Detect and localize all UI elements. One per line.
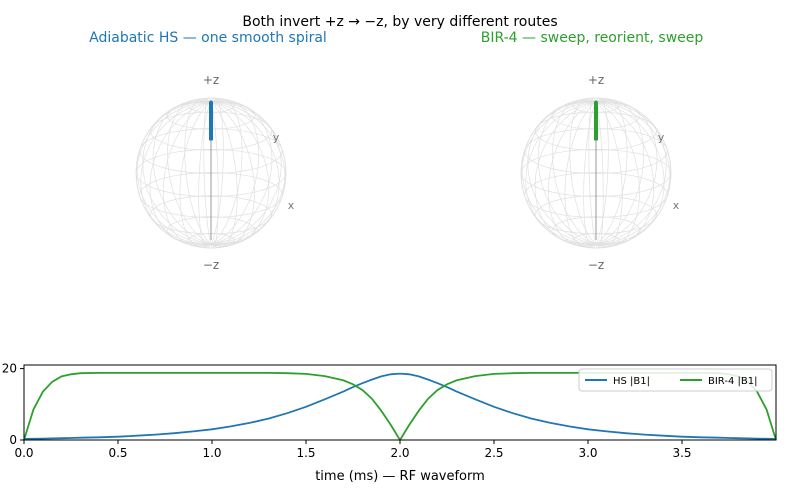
x-tick-label: 1.5: [296, 446, 315, 460]
bir4-x-label: x: [673, 199, 680, 212]
trajectory-start-point: [209, 100, 213, 105]
rf-x-axis-label: time (ms) — RF waveform: [315, 469, 485, 484]
series-line-hs: [23, 372, 777, 440]
figure-suptitle: Both invert +z → −z, by very different r…: [242, 14, 557, 30]
legend-label-bir4: BIR-4 |B1|: [708, 376, 757, 387]
bir4-sphere-wireframe: [520, 97, 672, 249]
x-tick-label: 2.5: [484, 446, 503, 460]
x-tick-label: 0.5: [108, 446, 127, 460]
x-tick-label: 1.0: [202, 446, 221, 460]
x-tick-label: 3.0: [578, 446, 597, 460]
bir4-minus-z-label: −z: [588, 258, 604, 272]
rf-waveform-chart: 0.0 0.5 1.0 1.5 2.0 2.5 3.0 3.5 0 20 time (ms) —…: [2, 362, 777, 484]
x-tick-label: 3.5: [672, 446, 691, 460]
rf-legend: HS |B1| BIR-4 |B1|: [578, 368, 773, 392]
legend-box: [578, 368, 773, 392]
hs-minus-z-label: −z: [203, 258, 219, 272]
hs-y-label: y: [273, 131, 280, 144]
bir4-panel-title: BIR-4 — sweep, reorient, sweep: [481, 30, 704, 46]
hs-trajectory: [209, 100, 213, 141]
bloch-sphere-hs: Adiabatic HS — one smooth spiral +z −z x…: [89, 30, 327, 272]
hs-x-label: x: [288, 199, 295, 212]
bloch-sphere-bir4: BIR-4 — sweep, reorient, sweep +z −z x y: [481, 30, 704, 272]
legend-label-hs: HS |B1|: [613, 376, 650, 387]
y-tick-label: 0: [9, 433, 17, 447]
hs-sphere-wireframe: [135, 97, 287, 249]
sphere-meridian: [162, 99, 260, 247]
hs-panel-title: Adiabatic HS — one smooth spiral: [89, 30, 327, 46]
x-tick-label: 2.0: [390, 446, 409, 460]
bir4-y-label: y: [658, 131, 665, 144]
rf-y-ticks: 0 20: [2, 362, 24, 447]
trajectory-start-point: [594, 100, 598, 105]
sphere-meridian: [547, 99, 645, 247]
rf-x-ticks: 0.0 0.5 1.0 1.5 2.0 2.5 3.0 3.5: [14, 440, 692, 460]
bir4-trajectory: [594, 100, 598, 141]
bir4-plus-z-label: +z: [588, 73, 604, 87]
y-tick-label: 20: [2, 362, 17, 376]
x-tick-label: 0.0: [14, 446, 33, 460]
hs-plus-z-label: +z: [203, 73, 219, 87]
